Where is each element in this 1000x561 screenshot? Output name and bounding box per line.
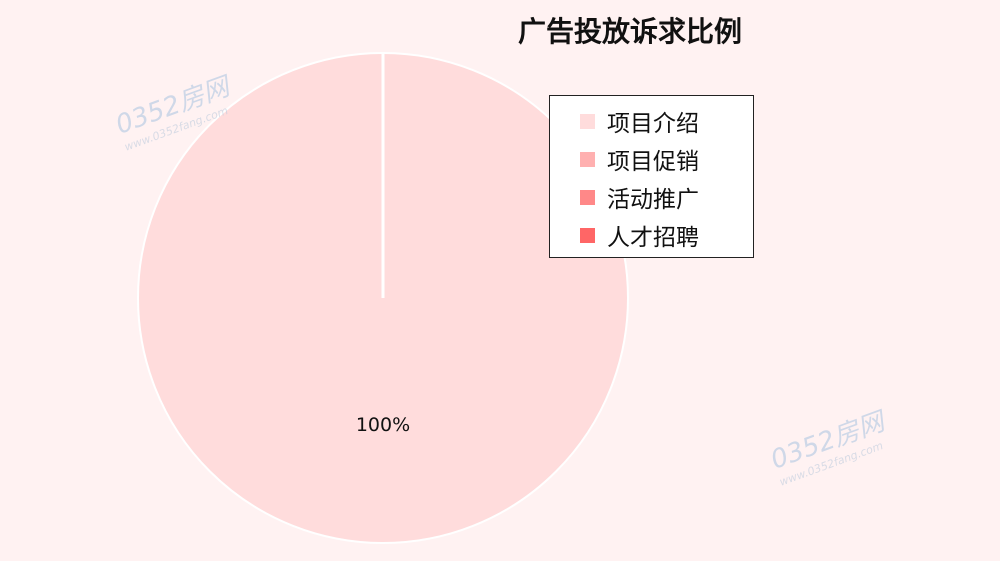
legend-item: 人才招聘 xyxy=(580,216,753,254)
legend-label: 人才招聘 xyxy=(607,225,699,251)
legend-swatch xyxy=(580,151,595,167)
legend-item: 项目介绍 xyxy=(580,102,753,140)
legend-label: 活动推广 xyxy=(607,187,699,213)
legend-swatch xyxy=(580,189,595,205)
legend-label: 项目介绍 xyxy=(607,111,699,137)
legend-item: 活动推广 xyxy=(580,178,753,216)
chart-title: 广告投放诉求比例 xyxy=(517,15,742,48)
chart-legend: 项目介绍 项目促销 活动推广 人才招聘 xyxy=(549,95,754,258)
legend-swatch xyxy=(580,113,595,129)
data-label: 100% xyxy=(356,414,410,436)
legend-label: 项目促销 xyxy=(607,149,699,175)
legend-swatch xyxy=(580,227,595,243)
legend-item: 项目促销 xyxy=(580,140,753,178)
